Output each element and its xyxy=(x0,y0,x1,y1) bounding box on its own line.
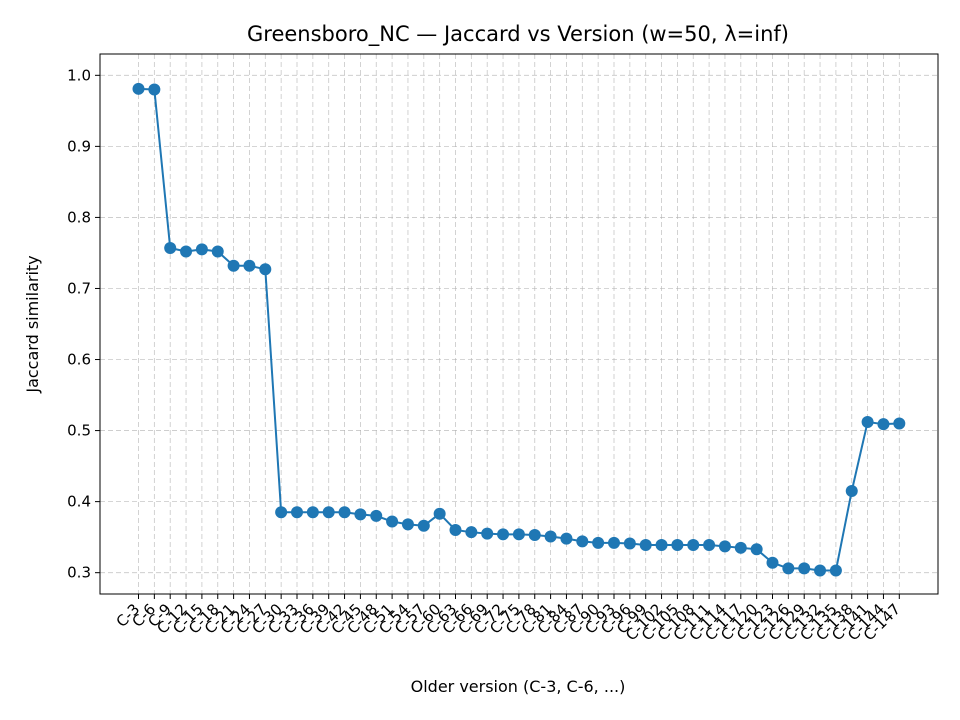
y-tick-label: 0.7 xyxy=(67,279,91,297)
data-point xyxy=(354,508,367,521)
chart-title: Greensboro_NC — Jaccard vs Version (w=50… xyxy=(247,22,789,47)
y-axis-label: Jaccard similarity xyxy=(23,255,42,393)
data-point xyxy=(798,562,811,575)
data-point xyxy=(465,526,478,539)
data-point xyxy=(544,530,557,543)
data-point xyxy=(164,241,177,254)
data-point xyxy=(528,529,541,542)
data-point xyxy=(766,556,779,569)
data-point xyxy=(750,543,763,556)
data-point xyxy=(877,418,890,431)
data-point xyxy=(243,259,256,272)
y-tick-label: 0.9 xyxy=(67,137,91,155)
data-point xyxy=(560,532,573,545)
data-point xyxy=(259,263,272,276)
data-point xyxy=(433,507,446,520)
data-point xyxy=(417,519,430,532)
data-point xyxy=(370,509,383,522)
data-point xyxy=(227,259,240,272)
data-point xyxy=(132,82,145,95)
data-point xyxy=(449,524,462,537)
data-point xyxy=(481,527,494,540)
y-tick-label: 1.0 xyxy=(67,66,91,84)
y-tick-label: 0.4 xyxy=(67,493,91,511)
data-point xyxy=(782,562,795,575)
data-point xyxy=(608,536,620,549)
data-point xyxy=(497,528,510,541)
data-point xyxy=(401,518,414,531)
y-tick-label: 0.5 xyxy=(67,422,91,440)
grid-lines xyxy=(100,54,938,594)
y-tick-label: 0.8 xyxy=(67,208,91,226)
data-point xyxy=(861,416,874,429)
data-point xyxy=(592,536,605,549)
x-axis: C-3C-6C-9C-12C-15C-18C-21C-24C-27C-30C-3… xyxy=(113,594,904,644)
data-point xyxy=(211,245,224,258)
data-point xyxy=(386,515,399,528)
data-point xyxy=(306,506,319,519)
data-point xyxy=(639,538,652,551)
y-axis: 0.3 0.4 0.5 0.6 0.7 0.8 0.9 1.0 xyxy=(67,66,100,582)
data-point xyxy=(512,528,525,541)
data-point xyxy=(703,538,716,551)
data-point xyxy=(845,484,858,497)
data-point xyxy=(576,535,589,548)
data-point xyxy=(322,506,335,519)
data-point xyxy=(829,564,842,577)
data-point xyxy=(687,538,700,551)
data-point xyxy=(148,83,161,96)
data-point xyxy=(671,538,684,551)
data-point xyxy=(291,506,303,519)
x-axis-label: Older version (C-3, C-6, ...) xyxy=(411,677,626,696)
data-point xyxy=(734,541,747,554)
data-point xyxy=(275,506,288,519)
data-point xyxy=(718,540,731,553)
y-tick-label: 0.3 xyxy=(67,564,91,582)
data-point xyxy=(655,538,668,551)
data-point xyxy=(623,537,636,550)
data-point xyxy=(195,243,208,256)
y-tick-label: 0.6 xyxy=(67,351,91,369)
data-point xyxy=(180,245,193,258)
data-point xyxy=(338,506,351,519)
data-point xyxy=(893,417,906,430)
data-point xyxy=(814,564,827,577)
data-series xyxy=(132,82,906,577)
